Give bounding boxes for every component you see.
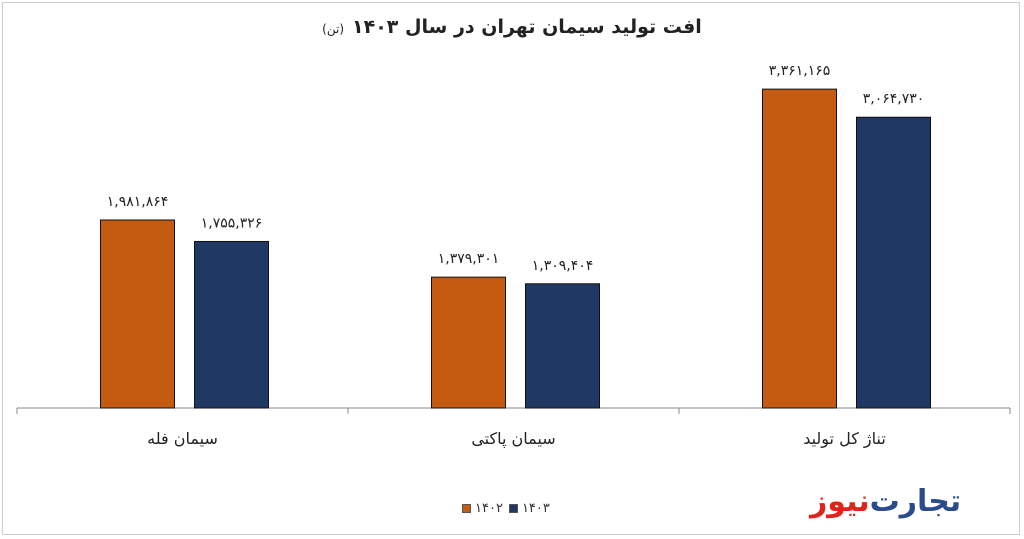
data-label-۱۴۰۲-1: ۱,۳۷۹,۳۰۱ xyxy=(438,251,500,267)
bar-۱۴۰۳-0 xyxy=(194,240,269,409)
chart-title: افت تولید سیمان تهران در سال ۱۴۰۳ xyxy=(352,16,702,38)
category-label-2: تناژ کل تولید xyxy=(803,429,886,449)
chart-title-row: افت تولید سیمان تهران در سال ۱۴۰۳ (تن) xyxy=(0,16,1024,38)
brand-logo-part2: نیوز xyxy=(810,484,871,519)
legend-item-1403: ۱۴۰۳ xyxy=(508,501,550,516)
legend-label-1403: ۱۴۰۳ xyxy=(521,501,550,516)
data-label-۱۴۰۳-1: ۱,۳۰۹,۴۰۴ xyxy=(532,258,594,274)
brand-logo: تجارت نیوز xyxy=(810,484,963,519)
legend-label-1402: ۱۴۰۲ xyxy=(475,501,503,516)
data-label-۱۴۰۳-0: ۱,۷۵۵,۳۲۶ xyxy=(201,215,263,231)
bar-۱۴۰۳-1 xyxy=(525,283,600,409)
brand-logo-part1: تجارت xyxy=(869,484,963,519)
legend: ۱۴۰۲ ۱۴۰۳ xyxy=(462,501,550,516)
category-label-1: سیمان پاکتی xyxy=(471,429,555,449)
bar-۱۴۰۲-2 xyxy=(762,88,837,409)
chart-unit: (تن) xyxy=(322,22,345,36)
bar-۱۴۰۲-0 xyxy=(100,219,175,409)
bar-۱۴۰۳-2 xyxy=(856,116,931,409)
legend-swatch-1402 xyxy=(462,504,471,513)
data-label-۱۴۰۲-2: ۳,۳۶۱,۱۶۵ xyxy=(769,63,831,79)
bar-۱۴۰۲-1 xyxy=(431,276,506,409)
category-label-0: سیمان فله xyxy=(147,429,218,448)
data-label-۱۴۰۲-0: ۱,۹۸۱,۸۶۴ xyxy=(107,194,169,210)
legend-swatch-1403 xyxy=(508,504,518,513)
legend-item-1402: ۱۴۰۲ xyxy=(462,501,503,516)
data-label-۱۴۰۳-2: ۳,۰۶۴,۷۳۰ xyxy=(863,91,925,107)
